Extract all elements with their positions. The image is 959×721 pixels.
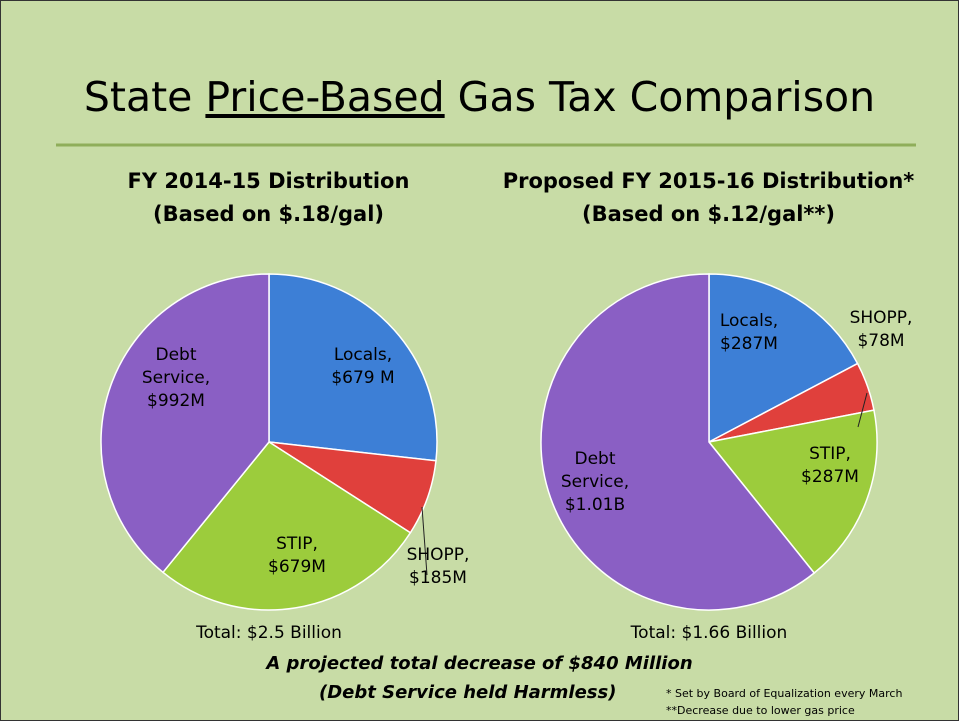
title-part: State xyxy=(83,73,206,121)
pie-slice xyxy=(540,273,816,611)
footnote: * Set by Board of Equalization every Mar… xyxy=(666,687,903,700)
value-label: $78M xyxy=(857,331,905,351)
slide-title: State Price-Based Gas Tax Comparison xyxy=(1,73,958,121)
value-label: $287M xyxy=(801,467,859,487)
slice-label: SHOPP, $78M xyxy=(826,307,936,353)
value-label: $287M xyxy=(720,334,778,354)
chart-subtitle: (Based on $.12/gal**) xyxy=(582,202,835,226)
chart-annotation: Total: $2.5 Billion xyxy=(196,623,342,643)
category-label: Debt Service, xyxy=(560,449,630,492)
pie-slice xyxy=(161,441,412,611)
summary: A projected total decrease of $840 Milli… xyxy=(266,653,693,674)
chart-subtitle: (Based on $.18/gal) xyxy=(152,202,385,226)
slice-label: Locals, $679 M xyxy=(308,344,418,390)
category-label: Debt Service, xyxy=(141,345,211,388)
chart-annotation: Total: $1.66 Billion xyxy=(630,623,788,643)
leader-line xyxy=(421,506,428,576)
pie-slice xyxy=(707,409,878,575)
value-label: $185M xyxy=(409,568,467,588)
category-label: SHOPP, xyxy=(849,308,913,328)
value-label: $679M xyxy=(268,557,326,577)
slice-label: SHOPP, $185M xyxy=(383,544,493,590)
category-label: Locals, xyxy=(719,311,779,331)
slice-label: Debt Service, $992M xyxy=(121,344,231,413)
value-label: $679 M xyxy=(331,368,395,388)
pie-slice xyxy=(268,273,438,462)
category-label: Locals, xyxy=(333,345,393,365)
value-label: $1.01B xyxy=(564,495,626,515)
slice-label: STIP, $679M xyxy=(242,533,352,579)
category-label: STIP, xyxy=(809,444,851,464)
slice-label: Locals, $287M xyxy=(694,310,804,356)
title-part: Gas Tax Comparison xyxy=(444,73,876,121)
summary-note: (Debt Service held Harmless) xyxy=(319,682,617,703)
category-label: SHOPP, xyxy=(406,545,470,565)
footnote: **Decrease due to lower gas price xyxy=(666,704,855,717)
pie-slice xyxy=(708,273,859,444)
title-part: Price-Based xyxy=(205,73,445,121)
chart-title: FY 2014-15 Distribution xyxy=(127,169,410,193)
slice-label: Debt Service, $1.01B xyxy=(540,448,650,517)
chart-title: Proposed FY 2015-16 Distribution* xyxy=(502,169,915,193)
pie-slice xyxy=(100,273,270,574)
slice-label: STIP, $287M xyxy=(775,443,885,489)
leader-line xyxy=(857,392,868,428)
category-label: STIP, xyxy=(276,534,318,554)
value-label: $992M xyxy=(147,391,205,411)
